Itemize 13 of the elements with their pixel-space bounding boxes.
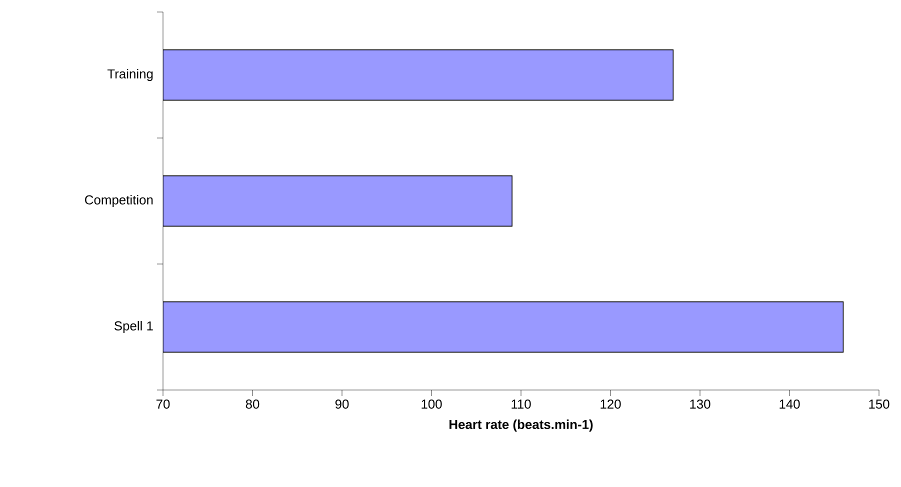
x-tick-label: 100 [422,400,442,409]
x-tick-label: 120 [600,400,621,409]
x-axis-title: Heart rate (beats.min-1) [450,420,593,432]
x-tick-label: 90 [335,400,349,409]
x-tick-label: 110 [512,400,531,409]
y-tick-label: Training [107,68,153,82]
x-tick-label: 130 [690,400,710,409]
y-tick-label: Spell 1 [114,320,153,334]
y-tick-label: Competition [85,194,153,208]
x-tick-label: 140 [780,400,800,409]
x-tick-label: 150 [869,400,890,409]
x-tick-label: 80 [246,400,260,409]
x-tick-label: 70 [156,400,170,409]
